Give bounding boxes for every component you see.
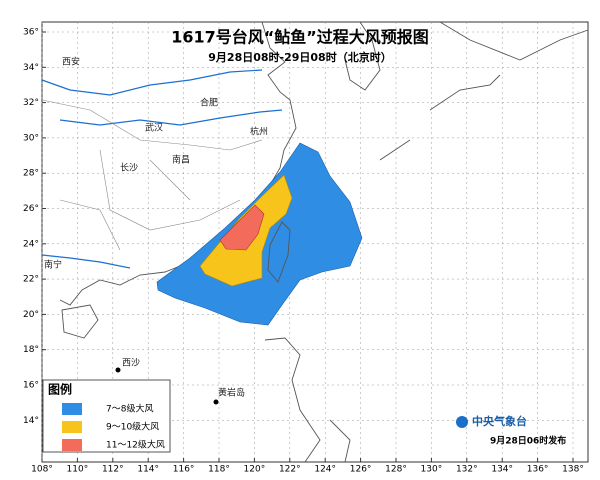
lat-tick-label: 28° xyxy=(23,169,39,179)
legend-swatch xyxy=(62,403,82,415)
legend-label: 11～12级大风 xyxy=(106,439,165,451)
korea xyxy=(344,21,381,91)
lon-tick-label: 134° xyxy=(491,465,513,475)
wind-zone-11-12 xyxy=(219,204,265,251)
island-dot xyxy=(115,367,121,373)
lat-tick-label: 14° xyxy=(23,416,39,426)
issue-time: 9月28日06时发布 xyxy=(490,435,566,447)
city-label: 南宁 xyxy=(44,259,62,271)
lon-tick-label: 124° xyxy=(314,465,336,475)
lat-tick-label: 22° xyxy=(23,275,39,285)
graticule: 14° 16° 18° 20° 22° 24° 26° 28° 30° 32° 34° 36° 108°… xyxy=(23,22,588,475)
lat-tick-label: 32° xyxy=(23,98,39,108)
legend-label: 9～10级大风 xyxy=(106,421,159,433)
lat-tick-label: 24° xyxy=(23,239,39,249)
lat-tick-label: 20° xyxy=(23,310,39,320)
map-title: 1617号台风“鲇鱼”过程大风预报图 xyxy=(171,28,429,47)
legend-title: 图例 xyxy=(48,382,72,397)
lat-tick-label: 16° xyxy=(23,381,39,391)
legend-swatch xyxy=(62,421,82,433)
river xyxy=(41,254,131,269)
legend: 图例 7～8级大风 9～10级大风 11～12级大风 xyxy=(42,379,171,453)
cma-logo xyxy=(456,416,468,428)
city-label: 南昌 xyxy=(172,154,190,166)
philippines xyxy=(264,337,351,463)
lat-tick-label: 34° xyxy=(23,63,39,73)
lon-tick-label: 116° xyxy=(173,465,195,475)
japan xyxy=(379,21,589,161)
legend-label: 7～8级大风 xyxy=(106,403,153,415)
city-label: 西安 xyxy=(62,56,80,68)
taiwan xyxy=(267,221,291,283)
city-label: 黄岩岛 xyxy=(218,387,245,399)
city-label: 杭州 xyxy=(250,126,268,138)
lon-tick-label: 126° xyxy=(350,465,372,475)
lat-tick-label: 26° xyxy=(23,204,39,214)
lat-tick-label: 36° xyxy=(23,28,39,38)
map-subtitle: 9月28日08时-29日08时（北京时） xyxy=(208,50,391,64)
lon-tick-label: 122° xyxy=(279,465,301,475)
province-border xyxy=(41,99,263,251)
lat-tick-label: 18° xyxy=(23,345,39,355)
issuer: 中央气象台 xyxy=(472,414,527,428)
lon-tick-label: 114° xyxy=(137,465,159,475)
lon-tick-label: 112° xyxy=(102,465,124,475)
lat-tick-label: 30° xyxy=(23,133,39,143)
lon-tick-label: 138° xyxy=(562,465,584,475)
city-label: 合肥 xyxy=(200,97,218,109)
lon-tick-label: 120° xyxy=(244,465,266,475)
lon-tick-label: 118° xyxy=(208,465,230,475)
cities: 西安 合肥 武汉 杭州 长沙 南昌 南宁 西沙 黄岩岛 xyxy=(44,56,268,405)
lon-tick-label: 128° xyxy=(385,465,407,475)
lon-tick-label: 132° xyxy=(456,465,478,475)
hainan xyxy=(61,304,99,339)
city-label: 长沙 xyxy=(120,162,138,174)
island-dot xyxy=(213,399,219,405)
river xyxy=(41,69,283,126)
city-label: 西沙 xyxy=(122,358,140,369)
legend-swatch xyxy=(62,439,82,451)
lon-tick-label: 110° xyxy=(67,465,89,475)
lon-tick-label: 136° xyxy=(527,465,549,475)
lon-tick-label: 130° xyxy=(421,465,443,475)
lon-tick-label: 108° xyxy=(31,465,53,475)
city-label: 武汉 xyxy=(145,122,163,134)
